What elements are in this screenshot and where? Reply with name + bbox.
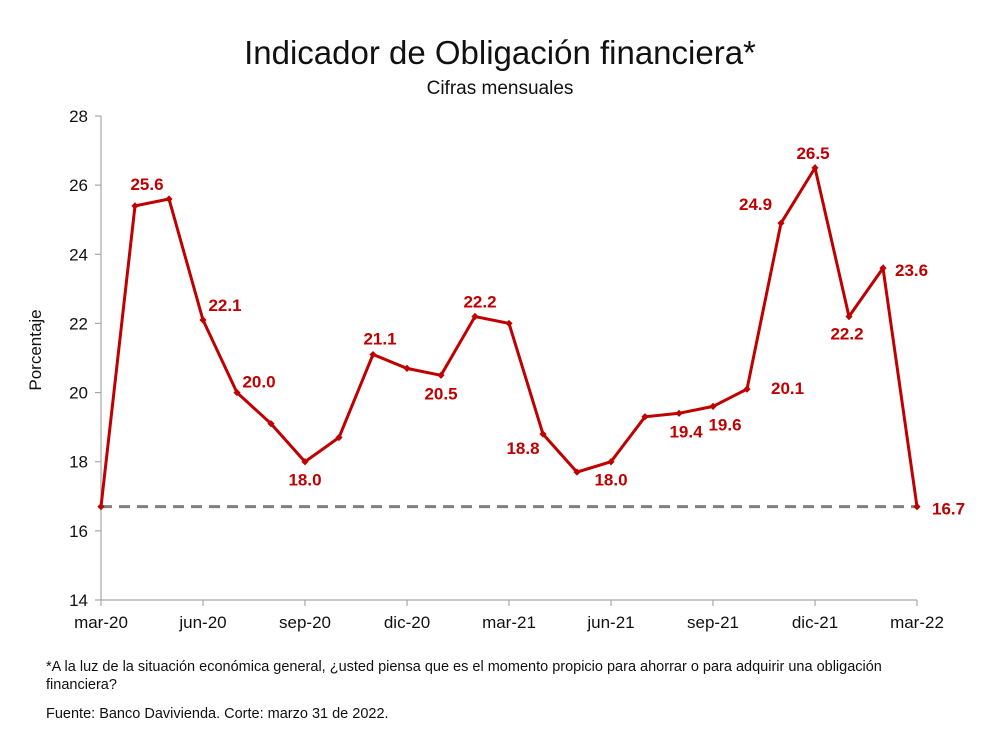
data-point bbox=[369, 350, 377, 359]
data-point bbox=[811, 164, 819, 172]
data-point bbox=[233, 388, 241, 397]
data-point bbox=[97, 503, 105, 511]
x-tick-label: sep-21 bbox=[687, 613, 739, 632]
data-label: 23.6 bbox=[895, 261, 928, 280]
data-label: 20.0 bbox=[242, 373, 275, 392]
data-point bbox=[845, 312, 853, 321]
y-tick-label: 26 bbox=[69, 176, 88, 195]
data-point bbox=[437, 371, 445, 379]
y-tick-label: 22 bbox=[69, 314, 88, 333]
data-point bbox=[505, 319, 513, 328]
data-point bbox=[607, 458, 615, 466]
data-point bbox=[131, 202, 139, 210]
data-point bbox=[165, 195, 173, 203]
x-tick-label: mar-20 bbox=[74, 613, 128, 632]
y-tick-label: 24 bbox=[69, 245, 88, 264]
data-label: 16.7 bbox=[932, 500, 965, 519]
data-point bbox=[913, 503, 921, 511]
data-label: 20.1 bbox=[771, 379, 804, 398]
y-tick-label: 28 bbox=[69, 107, 88, 126]
data-point bbox=[709, 402, 717, 410]
data-point bbox=[471, 312, 479, 321]
data-label: 25.6 bbox=[130, 175, 163, 194]
data-label: 18.0 bbox=[594, 471, 627, 490]
data-label: 22.1 bbox=[208, 296, 241, 315]
data-point bbox=[879, 264, 887, 272]
data-label: 19.6 bbox=[708, 415, 741, 434]
y-axis-label: Porcentaje bbox=[26, 309, 45, 390]
x-tick-label: dic-21 bbox=[792, 613, 838, 632]
data-label: 18.0 bbox=[288, 471, 321, 490]
data-point bbox=[641, 413, 649, 421]
x-tick-label: dic-20 bbox=[384, 613, 430, 632]
data-point bbox=[675, 409, 683, 417]
data-point bbox=[335, 433, 343, 442]
chart-subtitle: Cifras mensuales bbox=[426, 78, 574, 99]
chart-title: Indicador de Obligación financiera* bbox=[244, 34, 756, 71]
y-tick-label: 14 bbox=[69, 591, 88, 610]
y-tick-label: 18 bbox=[69, 453, 88, 472]
data-point bbox=[573, 468, 581, 476]
footnote: *A la luz de la situación económica gene… bbox=[46, 659, 882, 693]
y-tick-label: 16 bbox=[69, 522, 88, 541]
data-point bbox=[301, 458, 309, 466]
data-point bbox=[267, 420, 275, 428]
data-label: 19.4 bbox=[669, 422, 703, 441]
data-point bbox=[539, 430, 547, 438]
x-tick-label: mar-21 bbox=[482, 613, 536, 632]
data-label: 22.2 bbox=[830, 325, 863, 344]
x-tick-label: mar-22 bbox=[890, 613, 944, 632]
data-label: 18.8 bbox=[506, 439, 539, 458]
data-label: 22.2 bbox=[463, 293, 496, 312]
data-label: 26.5 bbox=[796, 144, 829, 163]
data-point bbox=[403, 364, 411, 372]
x-tick-label: sep-20 bbox=[279, 613, 331, 632]
data-label: 24.9 bbox=[739, 195, 772, 214]
data-label: 20.5 bbox=[424, 384, 457, 403]
data-point bbox=[199, 316, 207, 324]
data-point bbox=[777, 219, 785, 227]
x-tick-label: jun-20 bbox=[178, 613, 226, 632]
source-note: Fuente: Banco Davivienda. Corte: marzo 3… bbox=[46, 706, 389, 722]
y-tick-label: 20 bbox=[69, 384, 88, 403]
data-point bbox=[743, 385, 751, 393]
x-tick-label: jun-21 bbox=[586, 613, 634, 632]
data-label: 21.1 bbox=[363, 330, 396, 349]
